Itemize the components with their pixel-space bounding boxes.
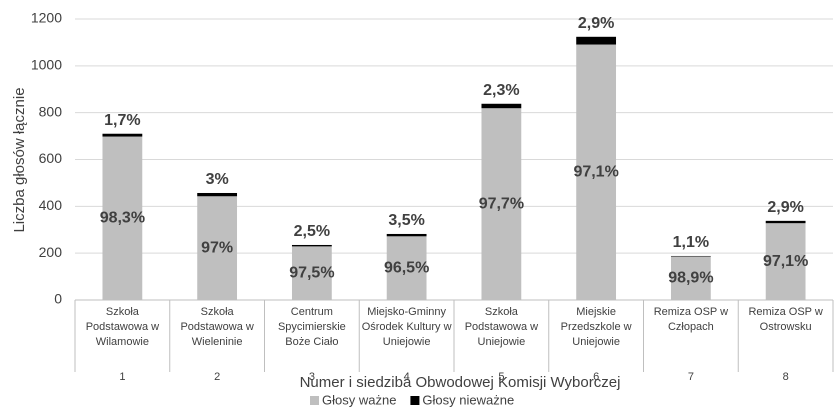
y-tick-label: 1000 xyxy=(31,57,62,73)
bar-segment xyxy=(291,244,332,247)
data-label: 1,1% xyxy=(673,234,709,251)
bar-segment xyxy=(481,103,522,109)
bar-segment xyxy=(765,220,806,224)
x-tick-label: Centrum Spycimierskie Boże Ciało xyxy=(277,306,346,348)
x-tick-label-box: Szkoła Podstawowa w Uniejowie xyxy=(464,306,539,348)
data-label: 98,9% xyxy=(668,269,713,286)
x-tick-label-box: Remiza OSP w Ostrowsku xyxy=(748,306,823,333)
bar-segment xyxy=(197,192,238,197)
y-tick-label: 0 xyxy=(54,291,62,307)
bar-segment xyxy=(481,108,522,300)
y-tick-label: 200 xyxy=(39,244,63,260)
x-tick-number: 4 xyxy=(404,371,410,383)
x-tick-label: Szkoła Podstawowa w Wieleninie xyxy=(180,306,254,348)
bar-segment xyxy=(386,233,427,237)
legend-swatch xyxy=(310,396,319,405)
data-label: 2,9% xyxy=(767,199,803,216)
x-tick-label-box: Szkoła Podstawowa w Wieleninie xyxy=(180,306,254,348)
y-tick-label: 600 xyxy=(39,150,63,166)
x-tick-number: 6 xyxy=(593,371,599,383)
x-tick-label: Szkoła Podstawowa w Uniejowie xyxy=(464,306,539,348)
data-label: 1,7% xyxy=(104,112,140,129)
x-tick-number: 1 xyxy=(119,371,125,383)
bar-segment xyxy=(576,36,617,45)
data-label: 97% xyxy=(201,239,233,256)
x-tick-label: Szkoła Podstawowa w Wilamowie xyxy=(85,306,160,348)
data-label: 98,3% xyxy=(100,209,145,226)
x-tick-number: 5 xyxy=(498,371,504,383)
data-label: 2,3% xyxy=(483,82,519,99)
x-tick-number: 8 xyxy=(783,371,789,383)
bar-segment xyxy=(765,223,806,300)
data-label: 97,7% xyxy=(479,195,524,212)
x-tick-label: Miejsko-Gminny Ośrodek Kultury w Uniejow… xyxy=(361,306,452,348)
data-label: 97,1% xyxy=(573,163,618,180)
x-tick-label-box: Miejskie Przedszkole w Uniejowie xyxy=(560,306,632,348)
x-axis-title: Numer i siedziba Obwodowej Komisji Wybor… xyxy=(300,374,621,391)
legend-label: Głosy nieważne xyxy=(422,392,514,407)
y-tick-label: 400 xyxy=(39,197,63,213)
y-axis-title: Liczba głosów łącznie xyxy=(11,87,28,232)
legend-swatch xyxy=(410,396,420,405)
bar-segment xyxy=(291,246,332,300)
data-label: 3,5% xyxy=(388,212,424,229)
bar-segment xyxy=(102,136,143,300)
data-label: 3% xyxy=(206,171,229,188)
y-tick-label: 1200 xyxy=(31,10,62,26)
data-label: 97,5% xyxy=(289,264,334,281)
data-label: 97,1% xyxy=(763,253,808,270)
bar-segment xyxy=(197,196,238,300)
bar-segment xyxy=(386,236,427,300)
x-tick-number: 3 xyxy=(309,371,315,383)
x-tick-label: Miejskie Przedszkole w Uniejowie xyxy=(560,306,632,348)
data-label: 2,5% xyxy=(294,223,330,240)
x-tick-label-box: Centrum Spycimierskie Boże Ciało xyxy=(277,306,346,348)
bar-segment xyxy=(576,44,617,300)
x-tick-number: 2 xyxy=(214,371,220,383)
x-tick-label: Remiza OSP w Człopach xyxy=(653,306,729,333)
y-tick-label: 800 xyxy=(39,103,63,119)
x-tick-label-box: Miejsko-Gminny Ośrodek Kultury w Uniejow… xyxy=(361,306,452,348)
bar-segment xyxy=(670,256,711,300)
bar-segment xyxy=(102,133,143,137)
data-label: 96,5% xyxy=(384,259,429,276)
x-tick-label: Remiza OSP w Ostrowsku xyxy=(748,306,823,333)
legend-label: Głosy ważne xyxy=(322,392,396,407)
x-tick-label-box: Remiza OSP w Człopach xyxy=(653,306,729,333)
data-label: 2,9% xyxy=(578,15,614,32)
x-tick-label-box: Szkoła Podstawowa w Wilamowie xyxy=(85,306,160,348)
x-tick-number: 7 xyxy=(688,371,694,383)
